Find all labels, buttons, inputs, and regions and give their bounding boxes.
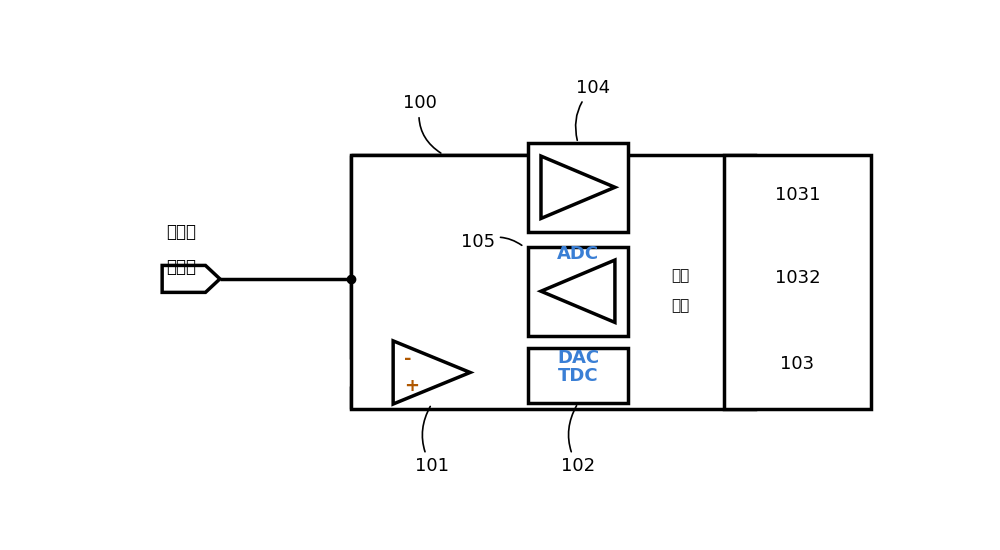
- Text: TDC: TDC: [558, 366, 598, 384]
- Text: 103: 103: [780, 355, 814, 373]
- Text: DAC: DAC: [557, 349, 599, 367]
- Text: 入信号: 入信号: [166, 258, 196, 276]
- FancyBboxPatch shape: [528, 247, 628, 336]
- Text: 101: 101: [415, 406, 449, 475]
- Text: +: +: [404, 377, 419, 394]
- Text: 探测: 探测: [671, 268, 689, 284]
- Text: 104: 104: [576, 79, 610, 140]
- FancyBboxPatch shape: [528, 143, 628, 232]
- Text: 102: 102: [561, 406, 595, 475]
- Text: 1031: 1031: [775, 186, 820, 204]
- Text: 100: 100: [403, 94, 441, 153]
- Text: 105: 105: [461, 233, 522, 251]
- Text: 阀値: 阀値: [671, 298, 689, 313]
- FancyBboxPatch shape: [724, 155, 871, 409]
- Polygon shape: [162, 266, 220, 293]
- Text: -: -: [404, 350, 411, 369]
- Polygon shape: [541, 260, 615, 322]
- Polygon shape: [393, 341, 470, 404]
- Text: 1032: 1032: [775, 269, 820, 287]
- Polygon shape: [541, 156, 615, 218]
- Text: ADC: ADC: [557, 245, 599, 263]
- FancyBboxPatch shape: [351, 155, 755, 409]
- FancyBboxPatch shape: [528, 348, 628, 403]
- Text: 外部输: 外部输: [166, 223, 196, 241]
